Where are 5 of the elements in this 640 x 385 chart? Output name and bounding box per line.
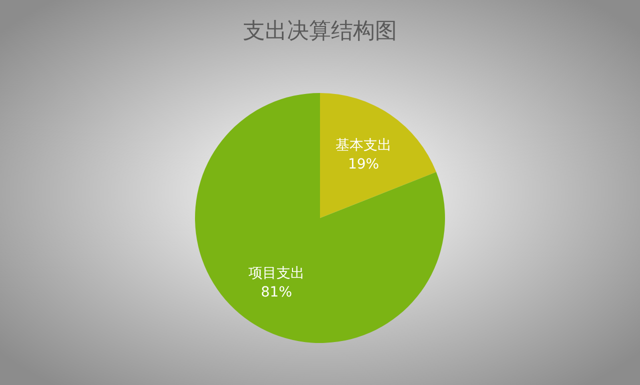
data-label: 81% bbox=[260, 284, 292, 301]
data-label: 19% bbox=[348, 156, 380, 172]
slice-label: 基本支出 bbox=[336, 137, 392, 154]
chart-title: 支出决算结构图 bbox=[243, 19, 397, 44]
slice-label: 项目支出 bbox=[248, 266, 304, 282]
